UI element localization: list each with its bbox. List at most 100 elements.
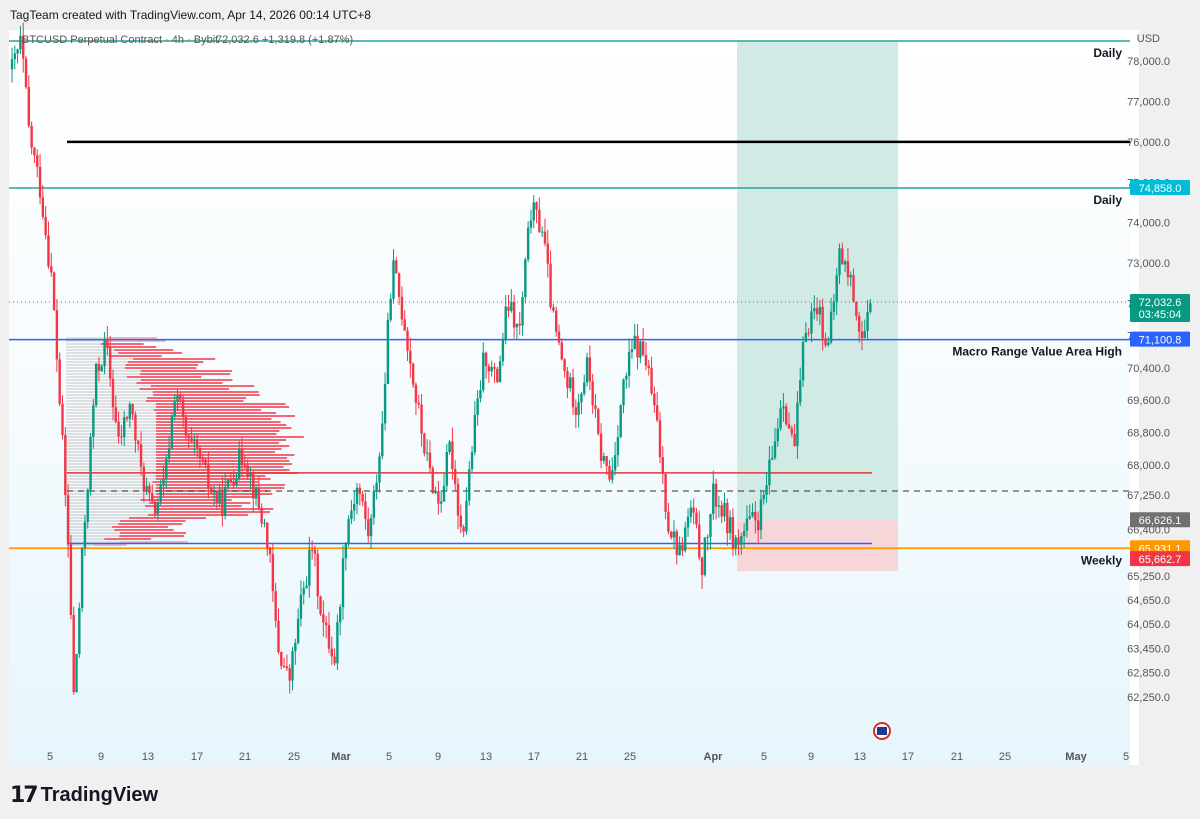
candle-up[interactable] (465, 500, 468, 532)
candle-down[interactable] (266, 522, 269, 548)
candle-down[interactable] (821, 306, 824, 339)
candle-down[interactable] (787, 424, 791, 429)
candle-down[interactable] (420, 404, 423, 434)
candle-down[interactable] (198, 448, 202, 459)
candle-down[interactable] (487, 366, 491, 372)
candle-up[interactable] (782, 406, 785, 409)
candle-down[interactable] (280, 652, 283, 667)
candle-up[interactable] (103, 339, 106, 367)
candle-up[interactable] (779, 408, 782, 429)
candle-down[interactable] (698, 524, 701, 558)
candle-up[interactable] (439, 501, 443, 504)
candle-up[interactable] (801, 342, 805, 381)
candle-down[interactable] (731, 517, 735, 549)
candle-down[interactable] (605, 456, 608, 467)
candle-down[interactable] (117, 421, 120, 437)
candle-down[interactable] (364, 501, 367, 520)
candle-down[interactable] (658, 420, 662, 458)
candle-up[interactable] (768, 459, 771, 486)
candle-down[interactable] (681, 544, 684, 551)
candle-up[interactable] (827, 342, 830, 346)
candle-down[interactable] (322, 614, 325, 623)
candle-up[interactable] (159, 485, 162, 503)
candle-up[interactable] (672, 531, 676, 538)
candle-down[interactable] (554, 310, 558, 332)
candle-up[interactable] (378, 456, 381, 483)
candle-up[interactable] (16, 49, 19, 54)
candle-up[interactable] (78, 607, 81, 655)
candle-down[interactable] (22, 35, 25, 59)
candle-up[interactable] (476, 398, 479, 415)
candle-down[interactable] (535, 202, 538, 210)
candle-down[interactable] (661, 457, 664, 474)
candle-down[interactable] (27, 87, 31, 126)
candle-up[interactable] (689, 507, 693, 517)
candle-down[interactable] (66, 495, 70, 544)
candle-down[interactable] (852, 274, 855, 302)
candle-up[interactable] (392, 260, 395, 299)
candle-up[interactable] (706, 536, 709, 538)
candle-down[interactable] (274, 591, 277, 621)
candle-up[interactable] (249, 473, 252, 477)
candle-down[interactable] (72, 614, 75, 693)
candle-down[interactable] (793, 433, 796, 447)
candle-up[interactable] (866, 312, 869, 331)
candle-down[interactable] (207, 464, 210, 489)
candle-up[interactable] (100, 366, 103, 371)
candle-down[interactable] (824, 338, 827, 346)
candle-down[interactable] (44, 216, 47, 236)
candle-up[interactable] (835, 275, 838, 302)
candle-up[interactable] (468, 469, 471, 501)
candle-up[interactable] (176, 395, 179, 402)
candle-down[interactable] (571, 377, 575, 408)
candle-up[interactable] (776, 428, 779, 442)
candle-down[interactable] (316, 553, 319, 597)
candle-up[interactable] (813, 308, 816, 312)
candle-down[interactable] (552, 307, 555, 311)
candle-up[interactable] (524, 259, 527, 298)
candle-down[interactable] (125, 417, 129, 419)
candle-up[interactable] (254, 487, 258, 499)
candle-up[interactable] (639, 341, 642, 358)
candle-down[interactable] (695, 512, 698, 525)
candle-down[interactable] (282, 666, 286, 668)
candle-up[interactable] (10, 59, 14, 70)
candle-up[interactable] (521, 297, 524, 326)
candle-up[interactable] (569, 377, 572, 389)
candle-down[interactable] (179, 395, 182, 400)
candle-up[interactable] (479, 390, 482, 399)
candle-down[interactable] (428, 452, 432, 469)
candle-up[interactable] (678, 544, 681, 556)
candle-up[interactable] (291, 651, 294, 681)
candle-down[interactable] (599, 433, 603, 461)
candle-up[interactable] (86, 489, 89, 523)
candle-down[interactable] (333, 656, 336, 664)
candle-down[interactable] (675, 531, 679, 556)
candle-down[interactable] (260, 508, 263, 524)
candle-up[interactable] (490, 367, 493, 372)
candle-up[interactable] (13, 53, 17, 60)
candle-down[interactable] (134, 414, 137, 441)
candle-down[interactable] (720, 505, 723, 517)
candle-up[interactable] (305, 585, 308, 589)
candle-down[interactable] (120, 436, 123, 438)
candle-up[interactable] (308, 549, 311, 586)
candle-down[interactable] (437, 491, 440, 504)
candle-down[interactable] (655, 405, 659, 421)
candle-down[interactable] (737, 537, 740, 545)
candle-down[interactable] (496, 368, 499, 383)
candle-up[interactable] (173, 401, 176, 416)
candle-down[interactable] (454, 468, 457, 484)
candle-up[interactable] (19, 35, 22, 50)
candle-up[interactable] (742, 530, 746, 536)
candle-up[interactable] (717, 505, 721, 507)
candle-down[interactable] (395, 260, 398, 274)
candle-down[interactable] (61, 403, 64, 435)
candle-up[interactable] (226, 479, 230, 487)
candle-up[interactable] (759, 499, 763, 531)
candle-down[interactable] (409, 350, 412, 364)
candle-up[interactable] (501, 339, 505, 362)
candle-down[interactable] (507, 306, 510, 311)
candle-down[interactable] (423, 433, 426, 454)
